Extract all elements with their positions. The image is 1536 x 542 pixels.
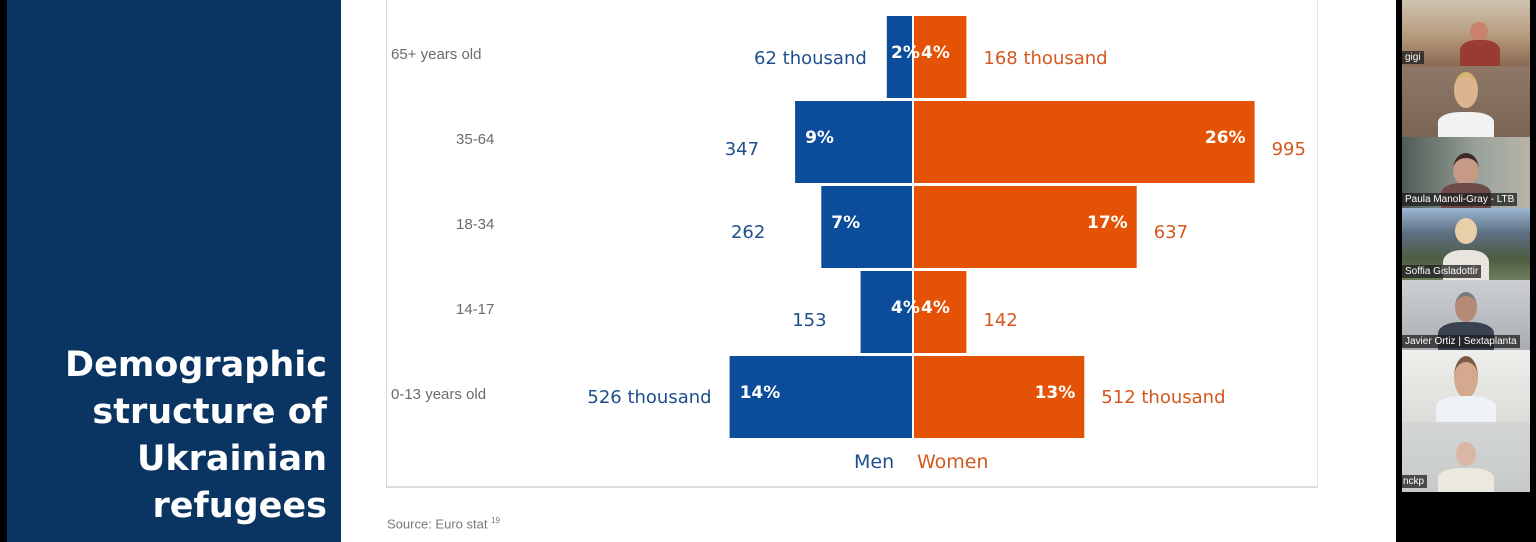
participant-tile[interactable]: Soffia Gisladottir bbox=[1402, 208, 1530, 280]
men-bars bbox=[729, 16, 912, 438]
head bbox=[1455, 218, 1477, 244]
population-pyramid-chart: 65+ years old 35-64 18-34 14-17 0-13 years o… bbox=[391, 16, 1306, 473]
screen-edge bbox=[0, 0, 7, 542]
participant-video bbox=[1438, 442, 1494, 492]
percent-label-men: 2% bbox=[891, 43, 920, 63]
category-label: 0-13 years old bbox=[391, 386, 486, 403]
bar-men bbox=[729, 356, 912, 438]
title-line: Demographic bbox=[65, 345, 327, 385]
percent-label-women: 26% bbox=[1205, 128, 1246, 148]
bar-men bbox=[886, 16, 912, 98]
participant-video bbox=[1460, 22, 1500, 66]
head bbox=[1453, 153, 1479, 186]
category-label: 14-17 bbox=[456, 301, 494, 318]
value-label-women: 142 bbox=[983, 310, 1017, 331]
percent-label-women: 4% bbox=[921, 298, 950, 318]
title-line: refugees bbox=[152, 486, 327, 526]
body bbox=[1460, 40, 1500, 66]
value-label-women: 637 bbox=[1154, 222, 1188, 243]
bar-women bbox=[914, 271, 967, 353]
bar-women bbox=[914, 356, 1085, 438]
participant-name: Paula Manoli-Gray - LTB bbox=[1402, 193, 1518, 206]
percent-label-men: 4% bbox=[891, 298, 920, 318]
bar-men bbox=[821, 186, 912, 268]
category-labels: 65+ years old 35-64 18-34 14-17 0-13 years o… bbox=[391, 46, 494, 403]
category-label: 65+ years old bbox=[391, 46, 481, 63]
value-label-women: 995 bbox=[1272, 139, 1306, 160]
body bbox=[1436, 396, 1496, 422]
source-text: Source: Euro stat bbox=[387, 516, 488, 532]
title-panel: Demographic structure of Ukrainian refug… bbox=[7, 0, 341, 542]
category-label: 35-64 bbox=[456, 131, 494, 148]
head bbox=[1455, 292, 1477, 322]
value-label-men: 347 bbox=[725, 139, 759, 160]
footnote-number: 19 bbox=[491, 516, 500, 525]
value-label-women: 168 thousand bbox=[983, 48, 1107, 69]
title-line: Ukrainian bbox=[136, 439, 327, 479]
legend-women: Women bbox=[917, 451, 989, 473]
body bbox=[1438, 468, 1494, 492]
participant-tile[interactable]: Javier Ortiz | Sextaplanta bbox=[1402, 280, 1530, 350]
women-bars bbox=[914, 16, 1255, 438]
value-labels: 62 thousand 168 thousand 347 995 262 637 153 14… bbox=[587, 48, 1306, 408]
value-label-women: 512 thousand bbox=[1101, 387, 1225, 408]
percent-label-women: 4% bbox=[921, 43, 950, 63]
percent-label-women: 17% bbox=[1087, 213, 1128, 233]
presentation-slide: Demographic structure of Ukrainian refug… bbox=[0, 0, 1396, 542]
body bbox=[1438, 112, 1494, 137]
slide-title: Demographic structure of Ukrainian refug… bbox=[7, 342, 327, 530]
bar-women bbox=[914, 16, 967, 98]
percent-label-men: 9% bbox=[805, 128, 834, 148]
participant-tile[interactable] bbox=[1402, 66, 1530, 137]
participant-name: gigi bbox=[1402, 51, 1424, 64]
participant-tile[interactable] bbox=[1402, 350, 1530, 422]
participant-name: nckp bbox=[1402, 475, 1428, 488]
participant-tile[interactable]: nckp bbox=[1402, 422, 1530, 492]
video-gallery: gigi Paula Manoli-Gray - LTB Soffia Gisl… bbox=[1396, 0, 1536, 542]
head bbox=[1470, 22, 1488, 42]
participant-name: Soffia Gisladottir bbox=[1402, 265, 1482, 278]
title-line: structure of bbox=[92, 392, 327, 432]
head bbox=[1456, 442, 1476, 466]
percent-label-women: 13% bbox=[1035, 383, 1076, 403]
bar-men bbox=[860, 271, 912, 353]
value-label-men: 153 bbox=[792, 310, 826, 331]
percent-label-men: 14% bbox=[740, 383, 781, 403]
participant-video bbox=[1436, 72, 1496, 137]
bar-women bbox=[914, 186, 1137, 268]
value-label-men: 526 thousand bbox=[587, 387, 711, 408]
value-label-men: 62 thousand bbox=[754, 48, 867, 69]
participant-video bbox=[1436, 356, 1496, 422]
legend-men: Men bbox=[854, 451, 894, 473]
head bbox=[1454, 72, 1478, 108]
value-label-men: 262 bbox=[731, 222, 765, 243]
percent-label-men: 7% bbox=[831, 213, 860, 233]
participant-tile[interactable]: Paula Manoli-Gray - LTB bbox=[1402, 137, 1530, 208]
bar-women bbox=[914, 101, 1255, 183]
participant-name: Javier Ortiz | Sextaplanta bbox=[1402, 335, 1520, 348]
percent-labels: 2% 4%9% 26%7% 17%4% 4%14% 13% bbox=[740, 43, 1246, 403]
source-note: Source: Euro stat 19 bbox=[387, 516, 500, 531]
head bbox=[1454, 356, 1478, 398]
bar-men bbox=[795, 101, 912, 183]
participant-tile[interactable]: gigi bbox=[1402, 0, 1530, 66]
category-label: 18-34 bbox=[456, 216, 494, 233]
